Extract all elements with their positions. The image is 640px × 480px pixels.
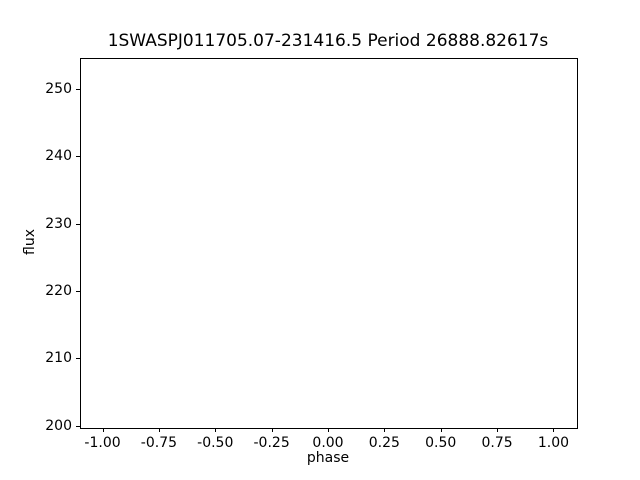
y-axis-label: flux — [22, 229, 38, 255]
x-tick-label: 1.00 — [537, 435, 570, 451]
x-tick-mark — [158, 428, 160, 432]
x-tick-mark — [271, 428, 273, 432]
x-tick-mark — [328, 428, 329, 432]
x-tick-mark — [553, 428, 555, 432]
x-tick-label: 0.75 — [481, 435, 513, 451]
x-axis-label: phase — [306, 450, 350, 466]
x-tick-mark — [384, 428, 386, 432]
plot-title: 1SWASPJ011705.07-231416.5 Period 26888.8… — [107, 31, 549, 51]
y-tick-mark — [76, 358, 80, 360]
y-tick-label: 210 — [45, 350, 72, 367]
y-tick-mark — [76, 156, 80, 158]
x-tick-label: -0.75 — [140, 435, 178, 451]
y-tick-label: 200 — [45, 417, 72, 434]
y-tick-mark — [76, 223, 80, 225]
y-tick-mark — [76, 88, 80, 90]
x-tick-mark — [102, 428, 104, 432]
x-tick-mark — [497, 428, 499, 432]
y-tick-label: 240 — [45, 148, 72, 165]
y-tick-label: 230 — [45, 215, 72, 232]
axes-frame — [80, 58, 578, 429]
x-tick-label: 0.25 — [368, 435, 400, 451]
x-tick-mark — [440, 428, 442, 432]
y-tick-label: 250 — [45, 80, 72, 97]
x-tick-label: -1.00 — [84, 435, 121, 451]
x-tick-label: -0.50 — [197, 435, 234, 451]
y-tick-label: 220 — [45, 282, 72, 299]
x-tick-label: -0.25 — [253, 435, 290, 451]
y-tick-mark — [76, 425, 80, 427]
y-tick-mark — [76, 290, 80, 292]
x-tick-mark — [215, 428, 217, 432]
x-tick-label: 0.50 — [425, 435, 457, 451]
x-tick-label: 0.00 — [312, 435, 344, 451]
